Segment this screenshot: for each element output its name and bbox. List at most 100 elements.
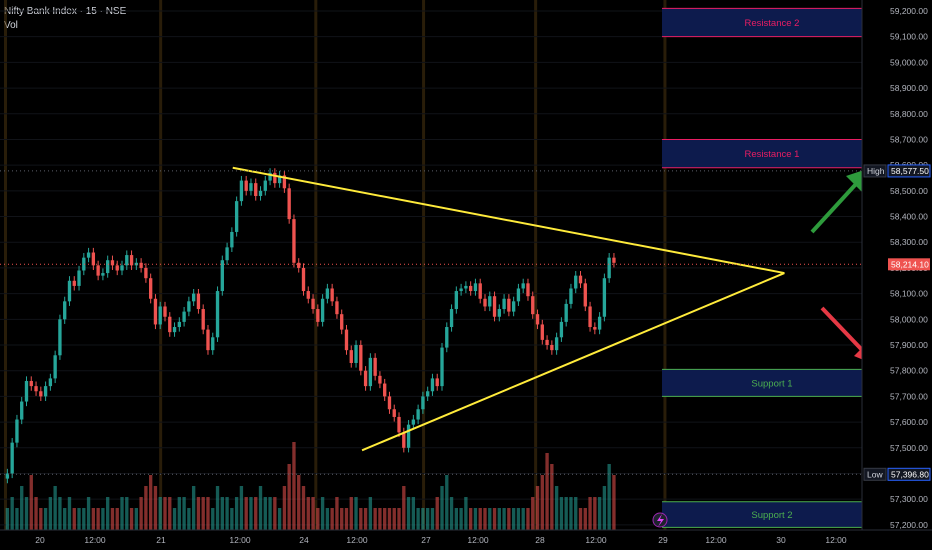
triangle-upper-line <box>232 166 785 275</box>
candle-body <box>20 401 24 420</box>
price-badge-value: 58,577.50 <box>891 166 929 176</box>
candle-body <box>106 260 110 274</box>
volume-bar <box>497 508 501 530</box>
volume-bar <box>478 508 482 530</box>
price-badge <box>888 258 930 271</box>
candle-body <box>29 380 33 387</box>
volume-bar <box>402 486 406 530</box>
session-separator <box>4 0 7 530</box>
time-tick-label: 12:00 <box>346 535 368 545</box>
candle-body <box>187 301 191 312</box>
candle-body <box>492 296 497 317</box>
candle-body <box>540 324 544 340</box>
volume-bar <box>268 497 272 530</box>
candle-body <box>292 219 296 263</box>
candle-body <box>72 280 76 286</box>
volume-bar <box>325 508 330 530</box>
volume-bar <box>292 442 296 530</box>
candle-body <box>158 306 162 325</box>
candle-body <box>402 432 406 448</box>
candle-body <box>454 291 459 310</box>
time-axis <box>0 530 932 550</box>
volume-bar <box>277 508 282 530</box>
time-tick-label: 21 <box>156 535 166 545</box>
candle-body <box>277 175 282 184</box>
volume-bar <box>526 508 530 530</box>
candle-body <box>268 172 272 181</box>
price-tick-label: 58,100.00 <box>890 289 928 299</box>
volume-bar <box>535 486 540 530</box>
price-badge <box>887 467 931 481</box>
candle-body <box>607 257 611 279</box>
time-tick-label: 20 <box>35 535 45 545</box>
candle-body <box>39 391 43 397</box>
price-tick-label: 57,600.00 <box>890 417 928 427</box>
candle-body <box>306 291 310 299</box>
volume-bar <box>597 497 602 530</box>
candle-body <box>15 419 19 443</box>
candle-body <box>354 345 358 363</box>
volume-bar <box>397 508 401 530</box>
price-axis <box>862 0 932 550</box>
candle-body <box>464 285 468 289</box>
price-tick-label: 57,900.00 <box>890 340 928 350</box>
volume-bar <box>10 497 14 530</box>
session-separator <box>159 0 163 530</box>
volume-bar <box>254 497 258 530</box>
resistance-zone <box>662 139 882 168</box>
candle-body <box>397 416 401 433</box>
support-zone-label: Support 2 <box>751 510 792 521</box>
candle-body <box>344 329 349 351</box>
time-tick-label: 12:00 <box>825 535 847 545</box>
resistance-zone <box>662 8 882 37</box>
candle-body <box>387 396 392 410</box>
volume-bar <box>511 508 516 530</box>
support-zone <box>662 369 882 397</box>
symbol-legend[interactable]: Nifty Bank Index · 15 · NSE <box>4 6 127 17</box>
volume-bar <box>464 497 468 530</box>
candle-body <box>77 270 81 286</box>
volume-bar <box>82 508 86 530</box>
candle-body <box>110 260 115 266</box>
candle-body <box>263 180 267 191</box>
price-tick-label: 59,100.00 <box>890 32 928 42</box>
candle-body <box>273 172 277 184</box>
price-badge-label: Low <box>867 469 883 479</box>
volume-bar <box>258 486 263 530</box>
volume-bar <box>521 508 525 530</box>
price-tick-label: 57,200.00 <box>890 520 928 530</box>
volume-bar <box>244 497 248 530</box>
volume-bar <box>101 508 105 530</box>
candle-body <box>129 255 134 266</box>
volume-bar <box>139 497 143 530</box>
volume-bar <box>488 508 492 530</box>
candle-body <box>488 296 492 307</box>
candle-body <box>211 337 215 351</box>
volume-bar <box>29 475 33 530</box>
candle-body <box>86 252 91 258</box>
volume-bar <box>129 508 134 530</box>
candle-body <box>120 265 124 271</box>
candle-body <box>478 283 482 299</box>
volume-bar <box>158 497 162 530</box>
candle-body <box>340 314 344 330</box>
session-separator <box>314 0 318 530</box>
volume-legend[interactable]: Vol <box>4 20 18 31</box>
candle-body <box>125 255 129 266</box>
volume-bar <box>387 508 392 530</box>
price-tick-label: 57,700.00 <box>890 391 928 401</box>
candle-body <box>34 386 38 392</box>
candle-body <box>254 183 258 196</box>
price-tick-label: 58,500.00 <box>890 186 928 196</box>
volume-bar <box>330 508 334 530</box>
candle-body <box>148 278 153 299</box>
volume-bar <box>234 497 239 530</box>
volume-bar <box>593 497 597 530</box>
candle-body <box>63 301 67 320</box>
volume-bar <box>206 497 210 530</box>
volume-bar <box>273 497 277 530</box>
candle-body <box>182 311 186 322</box>
volume-bar <box>225 497 229 530</box>
volume-bar <box>263 497 267 530</box>
